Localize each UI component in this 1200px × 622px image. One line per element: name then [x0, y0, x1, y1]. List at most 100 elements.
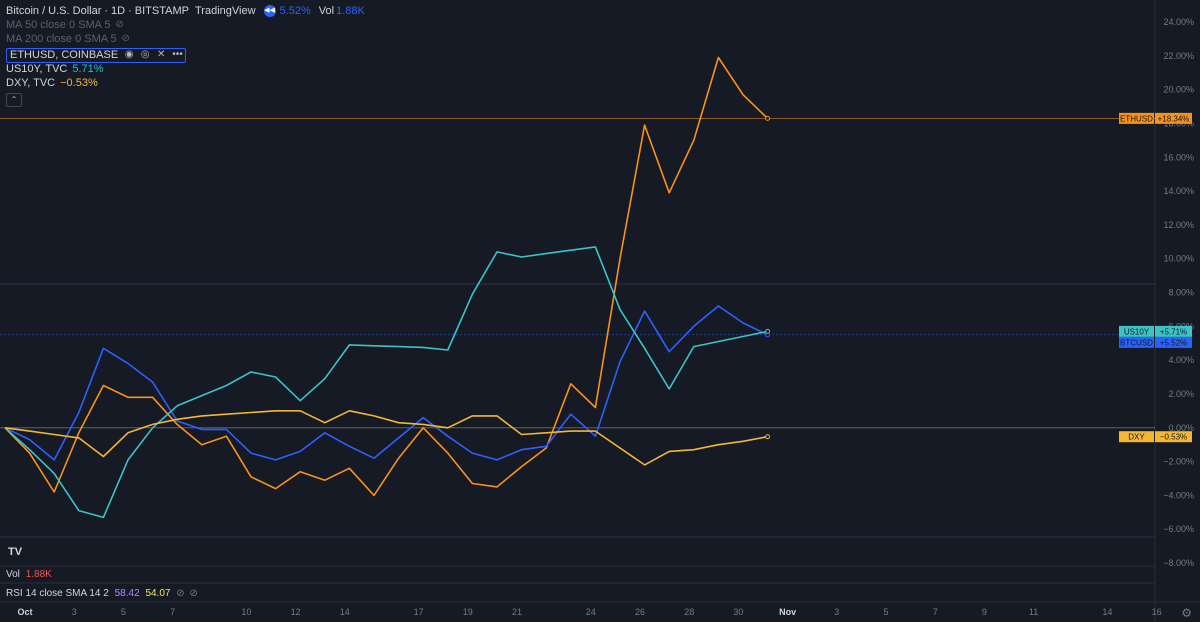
y-tick-label: −4.00% — [1163, 490, 1194, 500]
x-tick-label: Nov — [779, 607, 796, 617]
y-tick-label: 8.00% — [1168, 288, 1194, 298]
price-badges: ETHUSD +18.34% US10Y +5.71% BTCUSD +5.52% DXY −… — [1119, 112, 1192, 443]
x-tick-label: 12 — [291, 607, 301, 617]
x-tick-label: 5 — [883, 607, 888, 617]
exchange: BITSTAMP — [134, 5, 189, 17]
vol-value: 1.88K — [336, 5, 365, 17]
y-tick-label: −2.00% — [1163, 457, 1194, 467]
y-tick-label: 0.00% — [1168, 423, 1194, 433]
rsi-value: 58.42 — [114, 588, 140, 599]
change-percent: 5.52% — [279, 5, 311, 17]
x-tick-label: 5 — [121, 607, 126, 617]
badge-value: −0.53% — [1160, 433, 1187, 442]
hidden-eye-icon[interactable]: ⊘ — [115, 19, 124, 30]
x-tick-label: 3 — [72, 607, 77, 617]
vol-label: Vol — [318, 5, 335, 17]
x-tick-label: 7 — [170, 607, 175, 617]
x-tick-label: 14 — [1102, 607, 1112, 617]
go-back-icon[interactable]: ◀◀ — [263, 5, 276, 17]
series-line-dxy — [4, 409, 768, 466]
indicator-ma50[interactable]: MA 50 close 0 SMA 5 ⊘ — [6, 18, 365, 32]
symbol-title: Bitcoin / U.S. Dollar — [6, 5, 102, 17]
compare-value: −0.53% — [60, 77, 98, 89]
y-tick-label: 22.00% — [1163, 51, 1194, 61]
compare-value: 5.71% — [72, 63, 104, 75]
chart-legend: Bitcoin / U.S. Dollar · 1D · BITSTAMP Tr… — [6, 4, 365, 107]
x-tick-label: 9 — [982, 607, 987, 617]
data-source: TradingView — [194, 5, 256, 17]
x-tick-label: 28 — [684, 607, 694, 617]
indicator-label: MA 50 close 0 SMA 5 — [6, 19, 111, 31]
badge-value: +5.52% — [1160, 338, 1187, 347]
badge-series-name: ETHUSD — [1120, 114, 1153, 123]
series-line-btcusd — [4, 305, 768, 461]
y-tick-label: 16.00% — [1163, 152, 1194, 162]
rsi-sma-value: 54.07 — [145, 588, 171, 599]
y-tick-label: −6.00% — [1163, 524, 1194, 534]
y-tick-label: 14.00% — [1163, 186, 1194, 196]
eye-icon[interactable]: ◉ — [124, 49, 134, 60]
last-point — [765, 434, 771, 440]
interval: 1D — [111, 5, 126, 17]
x-tick-label: 21 — [512, 607, 522, 617]
y-tick-label: 24.00% — [1163, 17, 1194, 27]
vol-value: 1.88K — [25, 569, 52, 580]
compare-symbol-dxy[interactable]: DXY, TVC −0.53% — [6, 76, 365, 90]
y-tick-label: 20.00% — [1163, 85, 1194, 95]
vol-label: Vol — [6, 569, 20, 580]
hidden-icon[interactable]: ⊘ — [189, 588, 198, 599]
hidden-eye-icon[interactable]: ⊘ — [121, 33, 130, 44]
x-tick-label: Oct — [17, 607, 32, 617]
more-icon[interactable]: ••• — [172, 49, 183, 60]
indicator-label: MA 200 close 0 SMA 5 — [6, 33, 117, 45]
volume-pane-label: Vol 1.88K — [6, 569, 52, 580]
badge-series-name: BTCUSD — [1120, 338, 1153, 347]
x-tick-label: 30 — [733, 607, 743, 617]
series-line-us10y — [4, 246, 768, 519]
last-point — [765, 115, 771, 121]
series-lines — [0, 56, 1155, 519]
badge-name-bg — [1119, 112, 1154, 124]
collapse-legend-icon[interactable]: ⌃ — [6, 93, 22, 107]
badge-name-bg — [1119, 336, 1154, 348]
y-tick-label: 4.00% — [1168, 355, 1194, 365]
indicator-ma200[interactable]: MA 200 close 0 SMA 5 ⊘ — [6, 32, 365, 46]
x-tick-label: 11 — [1029, 607, 1038, 617]
series-line-ethusd — [4, 56, 769, 497]
badge-series-name: DXY — [1128, 433, 1145, 442]
badge-value-bg — [1155, 112, 1192, 124]
x-tick-label: 16 — [1152, 607, 1162, 617]
x-tick-label: 19 — [463, 607, 473, 617]
compare-symbol-us10y[interactable]: US10Y, TVC 5.71% — [6, 62, 365, 76]
y-tick-label: −8.00% — [1163, 558, 1194, 568]
hidden-icon[interactable]: ⊘ — [176, 588, 185, 599]
last-point — [765, 328, 771, 334]
x-axis: Oct 3 5 7 10 12 14 17 19 21 24 26 28 30 Nov 3 5 7 9 11 14 16 — [17, 607, 1161, 617]
compare-label: US10Y, TVC — [6, 63, 68, 75]
close-icon[interactable]: ✕ — [156, 49, 166, 60]
settings-icon[interactable]: ◎ — [140, 49, 150, 60]
x-tick-label: 17 — [414, 607, 424, 617]
badge-name-bg — [1119, 325, 1154, 337]
y-axis: 24.00%22.00%20.00%18.00%16.00%14.00%12.0… — [1163, 17, 1194, 568]
compare-label: ETHUSD, COINBASE — [10, 49, 119, 61]
y-tick-label: 12.00% — [1163, 220, 1194, 230]
badge-series-name: US10Y — [1124, 327, 1150, 336]
x-tick-label: 7 — [933, 607, 938, 617]
compare-symbol-ethusd[interactable]: ETHUSD, COINBASE ◉ ◎ ✕ ••• — [6, 47, 187, 63]
x-tick-label: 24 — [586, 607, 596, 617]
rsi-pane-label[interactable]: RSI 14 close SMA 14 2 58.42 54.07 ⊘ ⊘ — [6, 588, 198, 599]
badge-value-bg — [1155, 431, 1192, 443]
settings-gear-icon[interactable]: ⚙ — [1181, 606, 1192, 620]
main-symbol-row[interactable]: Bitcoin / U.S. Dollar · 1D · BITSTAMP Tr… — [6, 5, 365, 17]
x-tick-label: 10 — [241, 607, 251, 617]
rsi-label: RSI 14 close SMA 14 2 — [6, 588, 109, 599]
tradingview-logo-icon[interactable]: TV — [8, 546, 23, 558]
x-tick-label: 3 — [834, 607, 839, 617]
badge-name-bg — [1119, 431, 1154, 443]
compare-label: DXY, TVC — [6, 77, 56, 89]
y-tick-label: 2.00% — [1168, 389, 1194, 399]
badge-value-bg — [1155, 336, 1192, 348]
